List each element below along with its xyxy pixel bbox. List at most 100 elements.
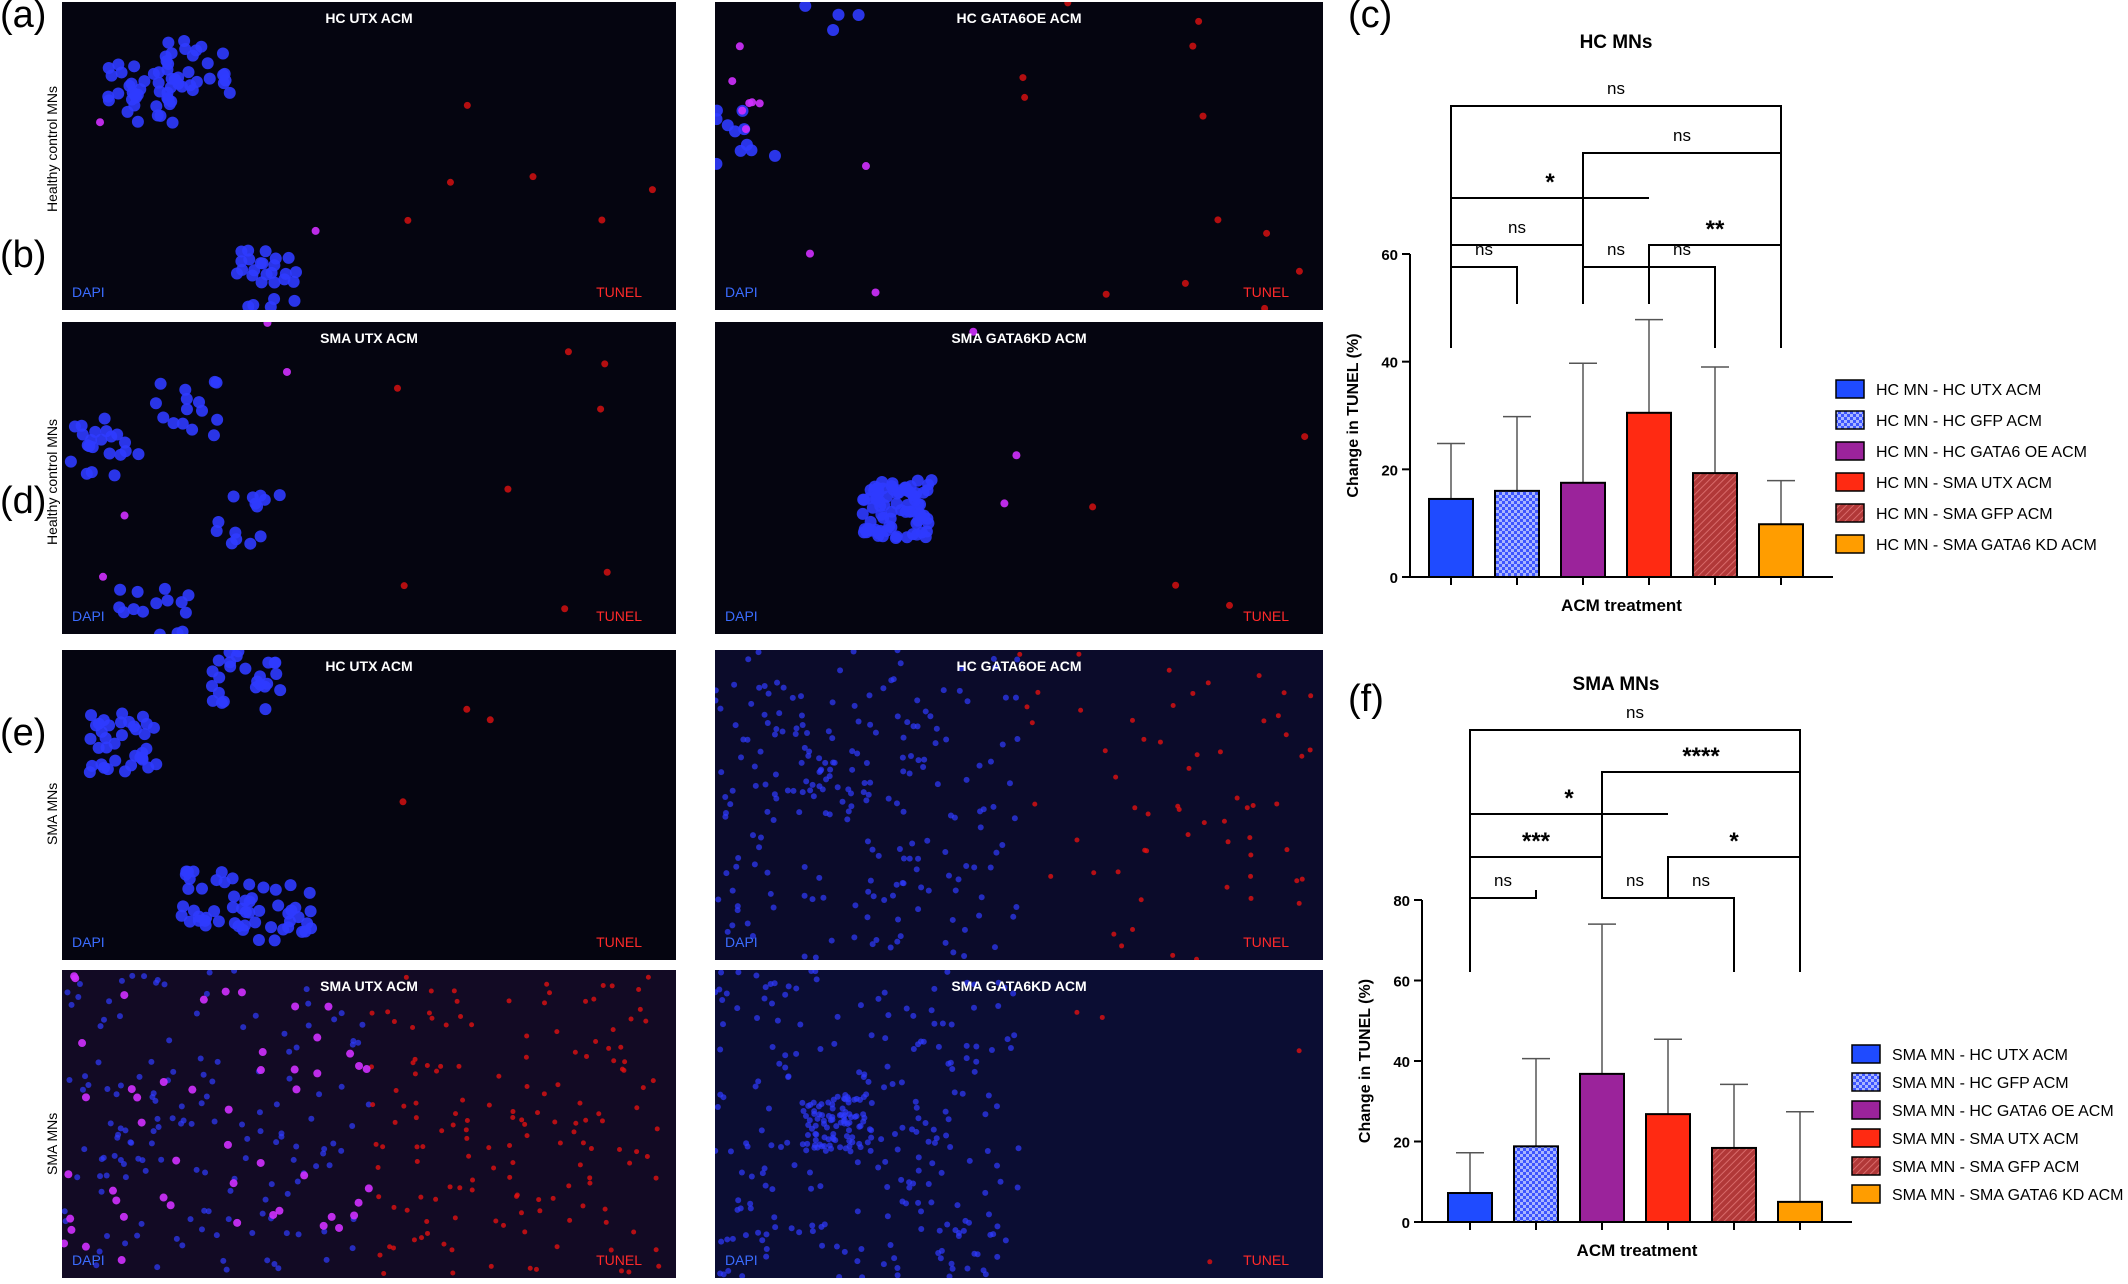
significance-bracket — [1469, 729, 1801, 972]
panel-label-a: (a) — [0, 0, 47, 36]
legend-swatch — [1835, 410, 1865, 430]
significance-label: ns — [1673, 240, 1691, 259]
x-axis-label: ACM treatment — [1561, 596, 1682, 615]
y-axis-label: Change in TUNEL (%) — [1357, 979, 1374, 1143]
legend-entry: SMA MN - SMA GATA6 KD ACM — [1892, 1187, 2123, 1204]
row-label-a: Healthy control MNs — [44, 85, 60, 212]
legend-swatch — [1835, 472, 1865, 492]
significance-bracket — [1667, 856, 1801, 972]
significance-bracket — [1450, 197, 1649, 324]
panel-label-c: (c) — [1348, 0, 1393, 36]
chart-hc-mns: HC MNs 0 20 40 60 Change in TUNEL (%) ACM trea… — [1345, 32, 2097, 615]
significance-bracket — [1469, 813, 1668, 972]
cell-nuclei-overlay — [96, 35, 656, 310]
significance-label: ns — [1475, 240, 1493, 259]
micrograph-title: SMA GATA6KD ACM — [951, 978, 1087, 994]
significance-label: ns — [1607, 79, 1625, 98]
dapi-label: DAPI — [725, 608, 758, 624]
bar — [1758, 523, 1804, 579]
legend-entry: SMA MN - HC UTX ACM — [1892, 1047, 2068, 1064]
x-axis-label: ACM treatment — [1577, 1241, 1698, 1260]
cell-nuclei-overlay — [715, 970, 1302, 1278]
significance-label: * — [1729, 828, 1739, 855]
significance-label: ns — [1626, 871, 1644, 890]
chart-sma-mns: SMA MNs 0 20 40 60 80 Change in TUNEL (%) ACM t… — [1357, 674, 2123, 1260]
micrograph-a-right: HC GATA6OE ACM DAPI TUNEL — [715, 2, 1323, 310]
y-tick-label: 40 — [1381, 355, 1398, 372]
legend-swatch — [1851, 1156, 1881, 1176]
cell-nuclei-overlay — [62, 970, 662, 1277]
tunel-label: TUNEL — [596, 608, 642, 624]
significance-label: *** — [1522, 828, 1551, 855]
dapi-label: DAPI — [72, 608, 105, 624]
y-tick-label: 60 — [1381, 247, 1398, 264]
significance-bracket — [1582, 152, 1782, 304]
significance-label: ns — [1626, 703, 1644, 722]
significance-bracket — [1469, 890, 1537, 972]
legend-entry: SMA MN - SMA GFP ACM — [1892, 1159, 2079, 1176]
legend-entry: HC MN - HC GATA6 OE ACM — [1876, 444, 2087, 461]
tunel-label: TUNEL — [1243, 1252, 1289, 1268]
legend-swatch — [1835, 503, 1865, 523]
significance-label: ns — [1494, 871, 1512, 890]
legend-swatch — [1851, 1044, 1881, 1064]
legend-swatch — [1851, 1072, 1881, 1092]
panel-label-d: (d) — [0, 480, 47, 522]
y-tick-label: 20 — [1381, 462, 1398, 479]
significance-label: **** — [1682, 743, 1720, 770]
significance-label: * — [1545, 169, 1555, 196]
dapi-label: DAPI — [725, 934, 758, 950]
micrograph-b-right: SMA GATA6KD ACM DAPI TUNEL — [715, 322, 1323, 634]
panel-label-e: (e) — [0, 712, 47, 754]
legend-entry: SMA MN - HC GFP ACM — [1892, 1075, 2069, 1092]
bar — [1711, 1146, 1757, 1223]
y-tick-label: 60 — [1393, 974, 1410, 991]
tunel-label: TUNEL — [1243, 608, 1289, 624]
row-label-d: SMA MNs — [44, 782, 60, 845]
dapi-label: DAPI — [72, 284, 105, 300]
cell-nuclei-overlay — [64, 322, 611, 634]
legend-entry: HC MN - HC GFP ACM — [1876, 413, 2042, 430]
bar — [1777, 1200, 1823, 1223]
micrograph-title: HC UTX ACM — [325, 10, 413, 26]
cell-nuclei-overlay — [856, 327, 1309, 609]
legend-swatch — [1835, 379, 1865, 399]
tunel-label: TUNEL — [1243, 934, 1289, 950]
significance-bracket — [1469, 856, 1603, 890]
significance-label: ns — [1692, 871, 1710, 890]
dapi-label: DAPI — [72, 934, 105, 950]
significance-label: ** — [1706, 216, 1725, 243]
panel-label-f: (f) — [1348, 678, 1384, 720]
legend-entry: SMA MN - HC GATA6 OE ACM — [1892, 1103, 2114, 1120]
y-tick-label: 0 — [1402, 1215, 1410, 1232]
legend-entry: HC MN - SMA GATA6 KD ACM — [1876, 537, 2097, 554]
cell-nuclei-overlay — [83, 650, 494, 947]
legend-entry: HC MN - HC UTX ACM — [1876, 382, 2041, 399]
micrograph-e-right: SMA GATA6KD ACM DAPI TUNEL — [715, 970, 1323, 1278]
bar — [1560, 481, 1606, 578]
chart-title: HC MNs — [1580, 32, 1653, 53]
micrograph-title: SMA UTX ACM — [320, 330, 418, 346]
significance-bracket — [1648, 266, 1716, 348]
legend-swatch — [1851, 1184, 1881, 1204]
legend-entry: SMA MN - SMA UTX ACM — [1892, 1131, 2079, 1148]
bar — [1513, 1145, 1559, 1223]
bar — [1626, 411, 1672, 578]
significance-bracket — [1667, 890, 1735, 972]
panel-label-b: (b) — [0, 234, 47, 276]
chart-title: SMA MNs — [1573, 674, 1660, 695]
dapi-label: DAPI — [725, 284, 758, 300]
legend-swatch — [1835, 534, 1865, 554]
significance-label: ns — [1508, 218, 1526, 237]
significance-label: * — [1564, 785, 1574, 812]
y-tick-label: 20 — [1393, 1135, 1410, 1152]
micrograph-a-left: HC UTX ACM DAPI TUNEL — [62, 2, 676, 310]
significance-bracket — [1582, 266, 1650, 304]
micrograph-b-left: SMA UTX ACM DAPI TUNEL — [62, 322, 676, 634]
significance-label: ns — [1673, 126, 1691, 145]
bar — [1428, 497, 1474, 579]
bar — [1645, 1113, 1691, 1224]
cell-nuclei-overlay — [715, 2, 1303, 310]
y-tick-label: 80 — [1393, 893, 1410, 910]
